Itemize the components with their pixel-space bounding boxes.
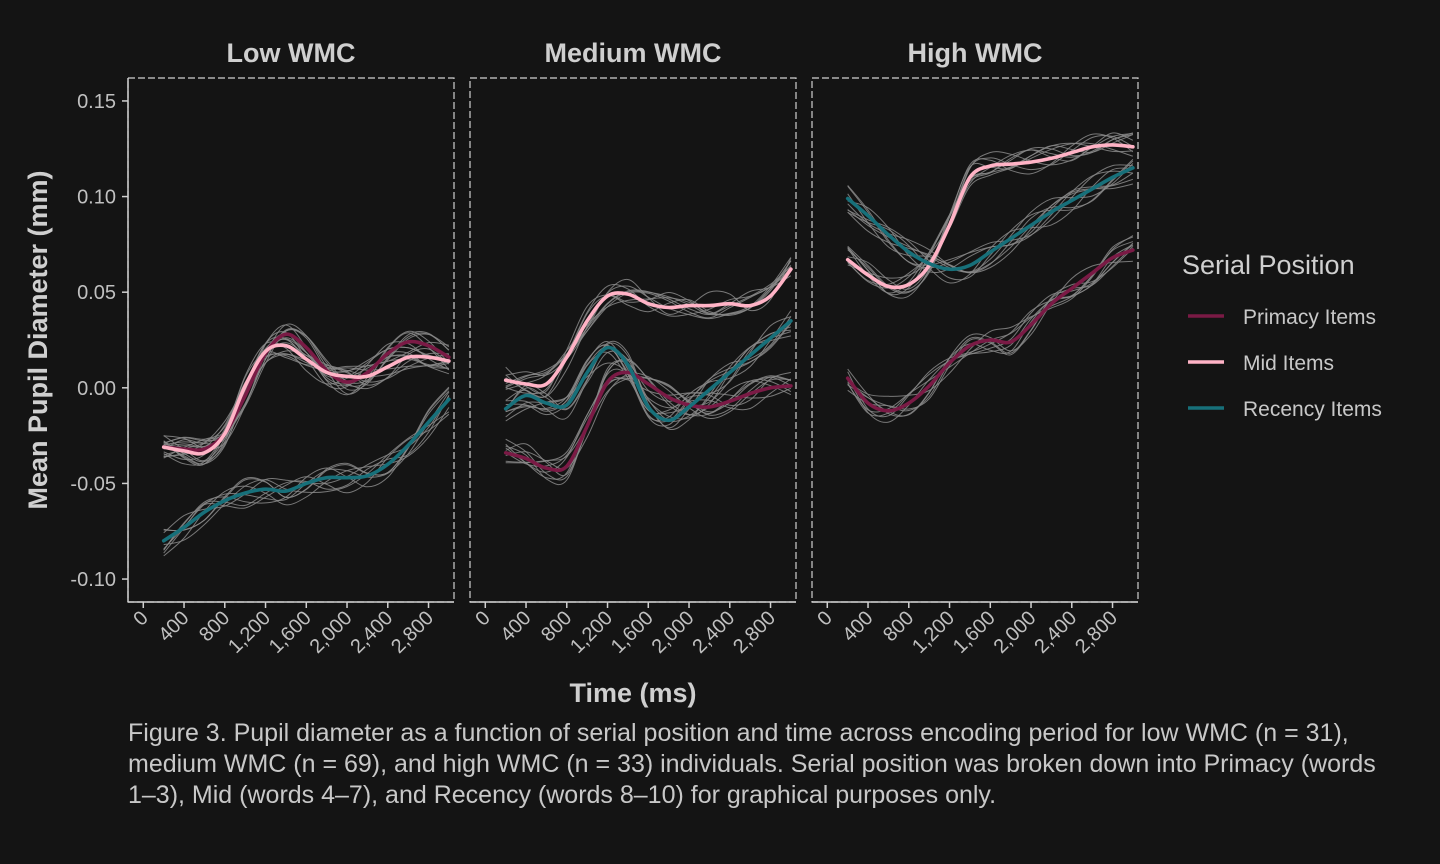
y-tick-label: 0.00 (77, 378, 116, 400)
mean-line-recency-items (845, 166, 1135, 272)
panel-frame (469, 77, 797, 603)
x-tick-label: 0 (813, 607, 836, 630)
y-tick-label: -0.10 (70, 569, 116, 591)
x-tick-label: 1,200 (908, 607, 959, 658)
x-tick-label: 2,800 (387, 607, 438, 658)
x-tick-label: 400 (838, 607, 877, 646)
individual-trace (505, 335, 792, 422)
y-tick-label: 0.05 (77, 282, 116, 304)
individual-trace (505, 322, 792, 427)
x-tick-label: 2,800 (1071, 607, 1122, 658)
x-tick-label: 1,600 (265, 607, 316, 658)
panel-title: Low WMC (227, 38, 356, 68)
mean-line-primacy-items (845, 248, 1135, 413)
individual-trace (505, 257, 792, 376)
x-tick-label: 2,800 (729, 607, 780, 658)
individual-trace (505, 267, 792, 399)
x-tick-label: 2,400 (1030, 607, 1081, 658)
legend-label: Recency Items (1243, 398, 1382, 421)
panel-title: Medium WMC (545, 38, 722, 68)
legend-label: Mid Items (1243, 352, 1334, 375)
individual-trace (505, 266, 792, 384)
individual-trace (847, 132, 1134, 294)
y-tick-label: 0.10 (77, 187, 116, 209)
x-tick-label: 2,400 (346, 607, 397, 658)
individual-trace (847, 183, 1134, 274)
mean-line-mid-items (503, 267, 793, 388)
individual-trace (163, 332, 449, 450)
individual-trace (505, 358, 792, 481)
x-tick-label: 1,200 (566, 607, 617, 658)
panel-frame (811, 77, 1139, 603)
mean-line-mid-items (845, 143, 1135, 290)
y-axis: 0.15 0.10 0.05 0.00 -0.05 -0.10 (70, 78, 129, 602)
individual-trace (847, 244, 1134, 417)
mean-line-primacy-items (503, 370, 793, 473)
x-tick-label: 0 (471, 607, 494, 630)
x-tick-label: 2,400 (688, 607, 739, 658)
individual-trace (163, 353, 450, 458)
mean-line-mid-items (161, 343, 451, 456)
mean-line-primacy-items (161, 332, 451, 453)
x-tick-label: 400 (496, 607, 535, 646)
y-axis-title: Mean Pupil Diameter (mm) (23, 170, 53, 509)
mean-line-recency-items (503, 319, 793, 423)
individual-trace (847, 260, 1133, 417)
individual-trace (163, 411, 450, 546)
x-tick-label: 2,000 (306, 607, 357, 658)
individual-trace (163, 329, 450, 459)
individual-trace (505, 265, 792, 395)
legend-label: Primacy Items (1243, 306, 1376, 329)
individual-trace (847, 245, 1134, 410)
x-tick-label: 2,000 (990, 607, 1041, 658)
mean-line-recency-items (161, 397, 451, 543)
legend-entries: Primacy Items Mid Items Recency Items (1188, 306, 1382, 421)
individual-trace (505, 375, 792, 468)
legend-entry-mid-items: Mid Items (1188, 352, 1334, 375)
individual-trace (847, 160, 1134, 274)
x-tick-label: 2,000 (648, 607, 699, 658)
individual-trace (847, 132, 1134, 296)
y-tick-label: -0.05 (70, 473, 116, 495)
individual-trace (163, 413, 450, 551)
individual-trace (163, 407, 450, 557)
individual-trace (163, 341, 450, 466)
x-tick-label: 1,200 (224, 607, 275, 658)
x-tick-label: 1,600 (949, 607, 1000, 658)
x-tick-label: 1,600 (607, 607, 658, 658)
x-tick-label: 400 (154, 607, 193, 646)
individual-trace (847, 133, 1134, 299)
x-axis-title: Time (ms) (569, 678, 696, 708)
legend-title: Serial Position (1182, 250, 1355, 280)
y-tick-label: 0.15 (77, 91, 116, 113)
figure-caption: Figure 3. Pupil diameter as a function o… (128, 719, 1376, 809)
individual-trace (505, 260, 792, 398)
individual-trace (847, 170, 1133, 266)
x-tick-label: 0 (129, 607, 152, 630)
individual-trace (505, 275, 792, 394)
individual-trace (505, 368, 792, 486)
individual-trace (163, 386, 450, 532)
individual-trace (163, 394, 450, 554)
individual-trace (847, 164, 1133, 269)
legend: Serial Position Primacy Items Mid Items Re… (1182, 250, 1382, 421)
individual-trace (847, 235, 1134, 397)
legend-entry-recency-items: Recency Items (1188, 398, 1382, 421)
panel-title: High WMC (908, 38, 1043, 68)
individual-trace (847, 142, 1134, 279)
individual-trace (847, 163, 1134, 273)
panel-frame (127, 77, 455, 603)
legend-entry-primacy-items: Primacy Items (1188, 306, 1376, 329)
individual-trace (847, 134, 1134, 294)
